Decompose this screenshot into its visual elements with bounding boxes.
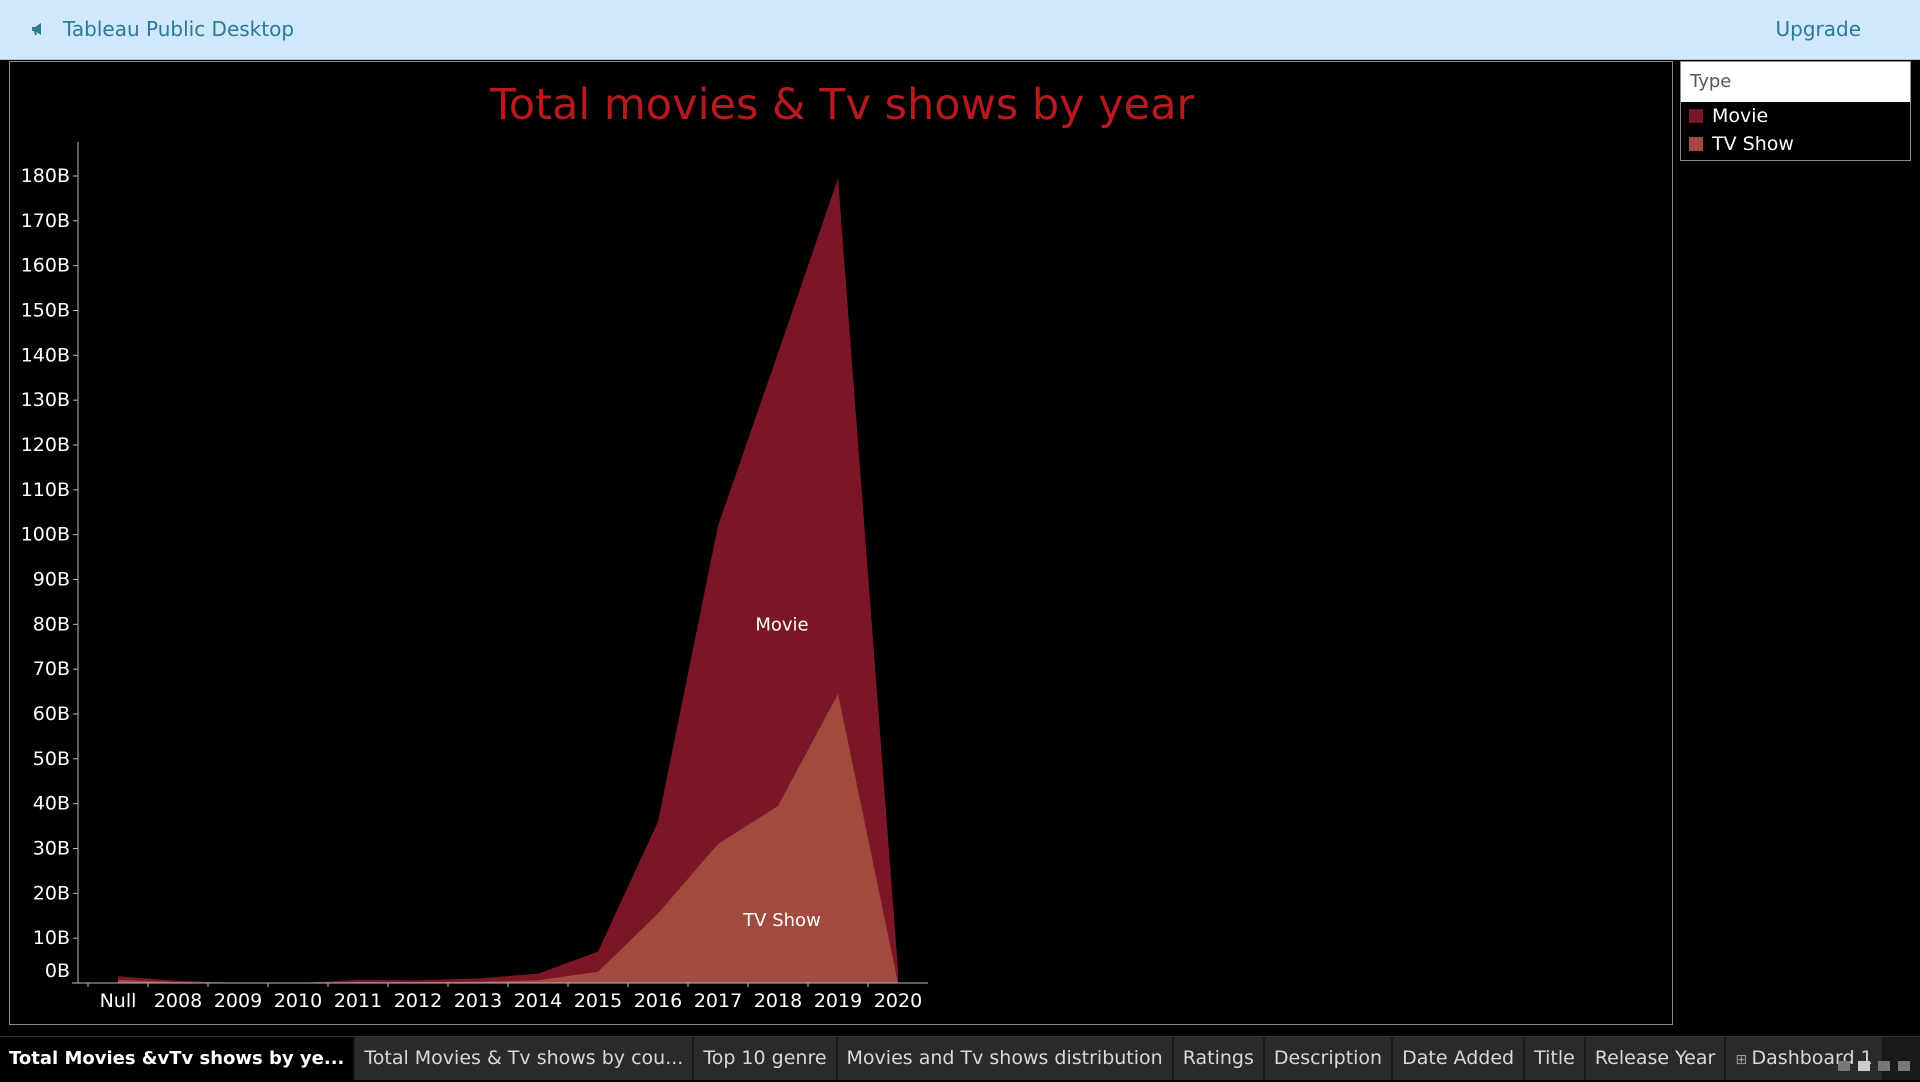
tab-label: Title xyxy=(1534,1047,1575,1069)
y-tick-label: 30B xyxy=(33,838,70,860)
y-tick-label: 140B xyxy=(21,344,70,366)
fullscreen-icon[interactable] xyxy=(1878,1061,1890,1071)
y-tick-label: 120B xyxy=(21,434,70,456)
visualization-area: Total movies & Tv shows by year 0B 10B 20B… xyxy=(9,61,1673,1025)
x-tick-label: 2020 xyxy=(874,990,922,1012)
tab-label: Total Movies & Tv shows by cou... xyxy=(364,1047,684,1069)
tab-6[interactable]: Date Added xyxy=(1393,1037,1526,1080)
legend-swatch-tv-show xyxy=(1689,137,1703,151)
x-tick-label: 2018 xyxy=(754,990,802,1012)
tab-7[interactable]: Title xyxy=(1525,1037,1586,1080)
tableau-public-icon xyxy=(32,23,41,35)
tab-label: Total Movies &vTv shows by ye... xyxy=(9,1048,345,1069)
x-tick-label: 2008 xyxy=(154,990,202,1012)
title-bar: Tableau Public Desktop Upgrade xyxy=(0,0,1920,60)
legend-label-movie: Movie xyxy=(1712,105,1769,127)
tab-label: Date Added xyxy=(1402,1047,1515,1069)
sheet-tab-bar: Total Movies &vTv shows by ye... Total Mo… xyxy=(0,1036,1920,1080)
tab-label: Release Year xyxy=(1594,1047,1716,1069)
y-tick-label: 50B xyxy=(33,748,70,770)
tab-4[interactable]: Ratings xyxy=(1173,1037,1265,1080)
y-tick-label: 150B xyxy=(21,300,70,322)
tab-label: Movies and Tv shows distribution xyxy=(846,1047,1163,1069)
tab-label: Top 10 genre xyxy=(703,1047,827,1069)
tab-bar-controls xyxy=(1838,1061,1910,1071)
y-tick-label: 20B xyxy=(33,882,70,904)
dashboard-icon: ⊞ xyxy=(1735,1052,1752,1068)
legend-panel: Type Movie TV Show xyxy=(1680,61,1911,161)
filmstrip-icon[interactable] xyxy=(1838,1061,1850,1071)
show-sheets-icon[interactable] xyxy=(1858,1061,1870,1071)
tab-label: Ratings xyxy=(1182,1047,1254,1069)
y-tick-label: 170B xyxy=(21,210,70,232)
tab-2[interactable]: Top 10 genre xyxy=(694,1037,838,1080)
y-tick-label: 180B xyxy=(21,165,70,187)
x-tick-label: 2011 xyxy=(334,990,382,1012)
tab-5[interactable]: Description xyxy=(1264,1037,1394,1080)
area-chart: 0B 10B 20B 30B 40B 50B 60B 70B 80B 90B 100B 110B 120… xyxy=(21,142,928,1012)
y-tick-label: 60B xyxy=(33,703,70,725)
chart-title: Total movies & Tv shows by year xyxy=(489,80,1195,130)
y-tick-label: 70B xyxy=(33,658,70,680)
x-tick-label: 2010 xyxy=(274,990,322,1012)
x-tick-label: Null xyxy=(100,990,137,1012)
y-tick-label: 130B xyxy=(21,389,70,411)
tab-0[interactable]: Total Movies &vTv shows by ye... xyxy=(0,1037,356,1080)
legend-item-movie[interactable]: Movie xyxy=(1681,102,1910,130)
legend-label-tv-show: TV Show xyxy=(1712,133,1794,155)
x-tick-label: 2019 xyxy=(814,990,862,1012)
app-title: Tableau Public Desktop xyxy=(63,17,295,41)
upgrade-link[interactable]: Upgrade xyxy=(1775,17,1861,41)
y-tick-label: 160B xyxy=(21,255,70,277)
y-tick-label: 80B xyxy=(33,613,70,635)
x-tick-label: 2014 xyxy=(514,990,562,1012)
tab-8[interactable]: Release Year xyxy=(1585,1037,1727,1080)
y-tick-label: 40B xyxy=(33,793,70,815)
x-tick-label: 2012 xyxy=(394,990,442,1012)
y-tick-label: 0B xyxy=(45,960,70,982)
tab-9[interactable]: ⊞ Dashboard 1 xyxy=(1726,1037,1884,1080)
legend-swatch-movie xyxy=(1689,109,1703,123)
y-tick-label: 100B xyxy=(21,524,70,546)
tab-label: Description xyxy=(1273,1047,1383,1069)
series-label-1: TV Show xyxy=(742,910,821,931)
x-tick-label: 2016 xyxy=(634,990,682,1012)
tab-1[interactable]: Total Movies & Tv shows by cou... xyxy=(355,1037,695,1080)
x-tick-label: 2015 xyxy=(574,990,622,1012)
tab-3[interactable]: Movies and Tv shows distribution xyxy=(837,1037,1174,1080)
legend-item-tv-show[interactable]: TV Show xyxy=(1681,130,1910,158)
y-tick-label: 90B xyxy=(33,569,70,591)
x-tick-label: 2013 xyxy=(454,990,502,1012)
x-tick-label: 2017 xyxy=(694,990,742,1012)
y-tick-label: 110B xyxy=(21,479,70,501)
series-label-0: Movie xyxy=(755,614,808,635)
series-area-movie[interactable] xyxy=(118,178,898,983)
series-area-tv-show[interactable] xyxy=(118,693,898,983)
presentation-icon[interactable] xyxy=(1898,1061,1910,1071)
x-tick-label: 2009 xyxy=(214,990,262,1012)
legend-title: Type xyxy=(1681,62,1910,102)
y-tick-label: 10B xyxy=(33,927,70,949)
